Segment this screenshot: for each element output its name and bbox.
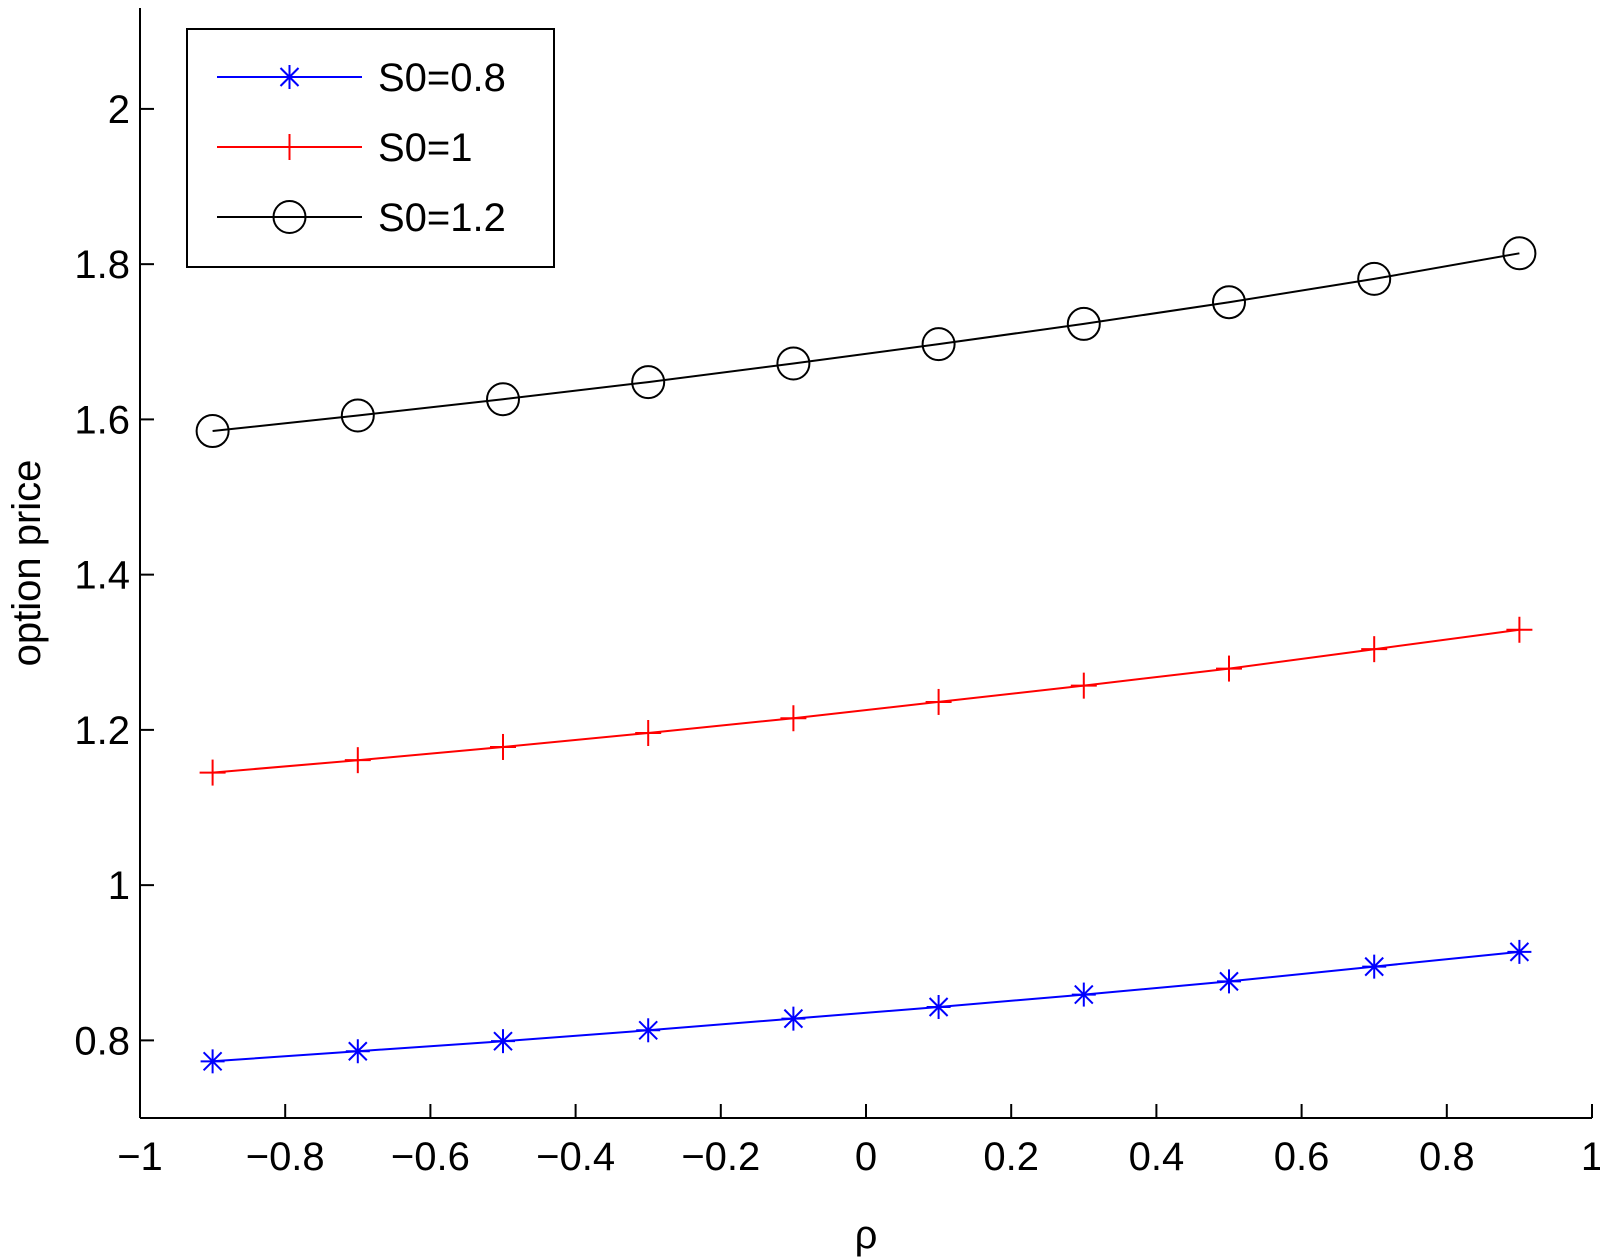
data-point	[635, 719, 662, 746]
series-3	[195, 236, 1537, 449]
legend-label: S0=0.8	[378, 56, 506, 100]
data-point	[1212, 285, 1246, 320]
data-point	[1357, 261, 1392, 296]
data-point-circle	[1066, 306, 1101, 341]
series-1	[200, 939, 1532, 1074]
x-tick-label: 0.4	[1129, 1135, 1185, 1179]
data-point	[1216, 655, 1242, 682]
legend-label: S0=1	[378, 126, 473, 170]
data-point	[1066, 306, 1101, 341]
data-point	[491, 1029, 515, 1054]
data-point	[1502, 236, 1537, 271]
data-point-d2	[638, 1020, 658, 1040]
data-point	[490, 733, 516, 760]
data-point	[921, 327, 956, 362]
data-point	[200, 1049, 225, 1074]
data-point-d2	[1219, 971, 1239, 992]
data-point-d2	[493, 1031, 513, 1051]
y-ticks: 0.8 1 1.2 1.4 1.6 1.8 2	[74, 88, 154, 1063]
data-point	[1070, 672, 1097, 699]
legend-marker	[272, 200, 307, 234]
legend-marker-d2	[279, 67, 300, 87]
data-point	[345, 1039, 370, 1064]
data-point	[926, 995, 951, 1019]
data-point-circle	[921, 327, 956, 362]
x-tick-label: 0	[855, 1135, 877, 1179]
y-tick-label: 0.8	[74, 1019, 130, 1063]
data-point-d2	[1074, 984, 1094, 1005]
data-point	[344, 747, 371, 774]
x-tick-label: −1	[117, 1135, 163, 1179]
legend-marker-circle	[272, 200, 307, 234]
data-point-circle	[1502, 236, 1537, 271]
x-tick-label: 0.6	[1274, 1135, 1330, 1179]
data-point-d2	[928, 997, 949, 1017]
y-tick-label: 1.4	[74, 554, 130, 598]
data-point	[780, 705, 807, 732]
series-2	[199, 616, 1533, 786]
legend-entry: S0=1	[217, 126, 473, 170]
series-line	[212, 252, 1520, 432]
data-point-circle	[486, 382, 520, 417]
data-point-circle	[1357, 261, 1392, 296]
data-point	[1217, 969, 1241, 994]
data-point	[1071, 982, 1096, 1007]
x-tick-label: −0.4	[536, 1135, 615, 1179]
data-point	[636, 1018, 661, 1043]
data-point	[1362, 954, 1387, 979]
data-point	[199, 759, 226, 786]
x-ticks: −1 −0.8 −0.6 −0.4 −0.2 0 0.2 0.4 0.6 0.8 1	[117, 1104, 1600, 1179]
data-point	[925, 688, 952, 715]
x-tick-label: 0.8	[1419, 1135, 1475, 1179]
data-point-d2	[202, 1051, 223, 1072]
legend-entries: S0=0.8 S0=1 S0=1.2	[217, 56, 506, 240]
plot-lines	[195, 236, 1537, 1074]
y-tick-label: 1.8	[74, 243, 130, 287]
data-point	[340, 398, 375, 433]
y-tick-label: 1.6	[74, 398, 130, 442]
legend-label: S0=1.2	[378, 196, 506, 240]
data-point	[631, 365, 666, 400]
x-tick-label: 1	[1581, 1135, 1600, 1179]
y-axis-title: option price	[5, 460, 49, 667]
data-point-circle	[631, 365, 666, 400]
series-line	[212, 628, 1520, 774]
data-point-d2	[1509, 942, 1530, 962]
data-point-circle	[195, 414, 230, 449]
legend: S0=0.8 S0=1 S0=1.2	[186, 28, 555, 268]
x-tick-label: −0.6	[391, 1135, 470, 1179]
data-point-circle	[1212, 285, 1246, 320]
data-point	[1361, 636, 1388, 663]
data-point	[776, 346, 811, 381]
y-tick-label: 1.2	[74, 709, 130, 753]
legend-entry: S0=1.2	[217, 196, 506, 240]
data-point-circle	[776, 346, 811, 381]
data-point-circle	[340, 398, 375, 433]
x-axis-title: ρ	[855, 1213, 878, 1257]
data-point	[486, 382, 520, 417]
data-point-d2	[348, 1041, 368, 1061]
x-tick-label: −0.2	[681, 1135, 760, 1179]
data-point	[1506, 616, 1533, 643]
legend-marker	[277, 65, 302, 89]
data-point-d2	[783, 1008, 804, 1029]
data-point	[195, 414, 230, 449]
y-tick-label: 1	[108, 864, 130, 908]
y-tick-label: 2	[108, 88, 130, 132]
x-tick-label: −0.8	[246, 1135, 325, 1179]
legend-entry: S0=0.8	[217, 56, 506, 100]
series-line	[212, 950, 1520, 1063]
legend-marker	[276, 134, 303, 160]
x-tick-label: 0.2	[983, 1135, 1039, 1179]
data-point-d2	[1364, 956, 1384, 977]
data-point	[1507, 939, 1532, 964]
data-point	[781, 1006, 806, 1031]
